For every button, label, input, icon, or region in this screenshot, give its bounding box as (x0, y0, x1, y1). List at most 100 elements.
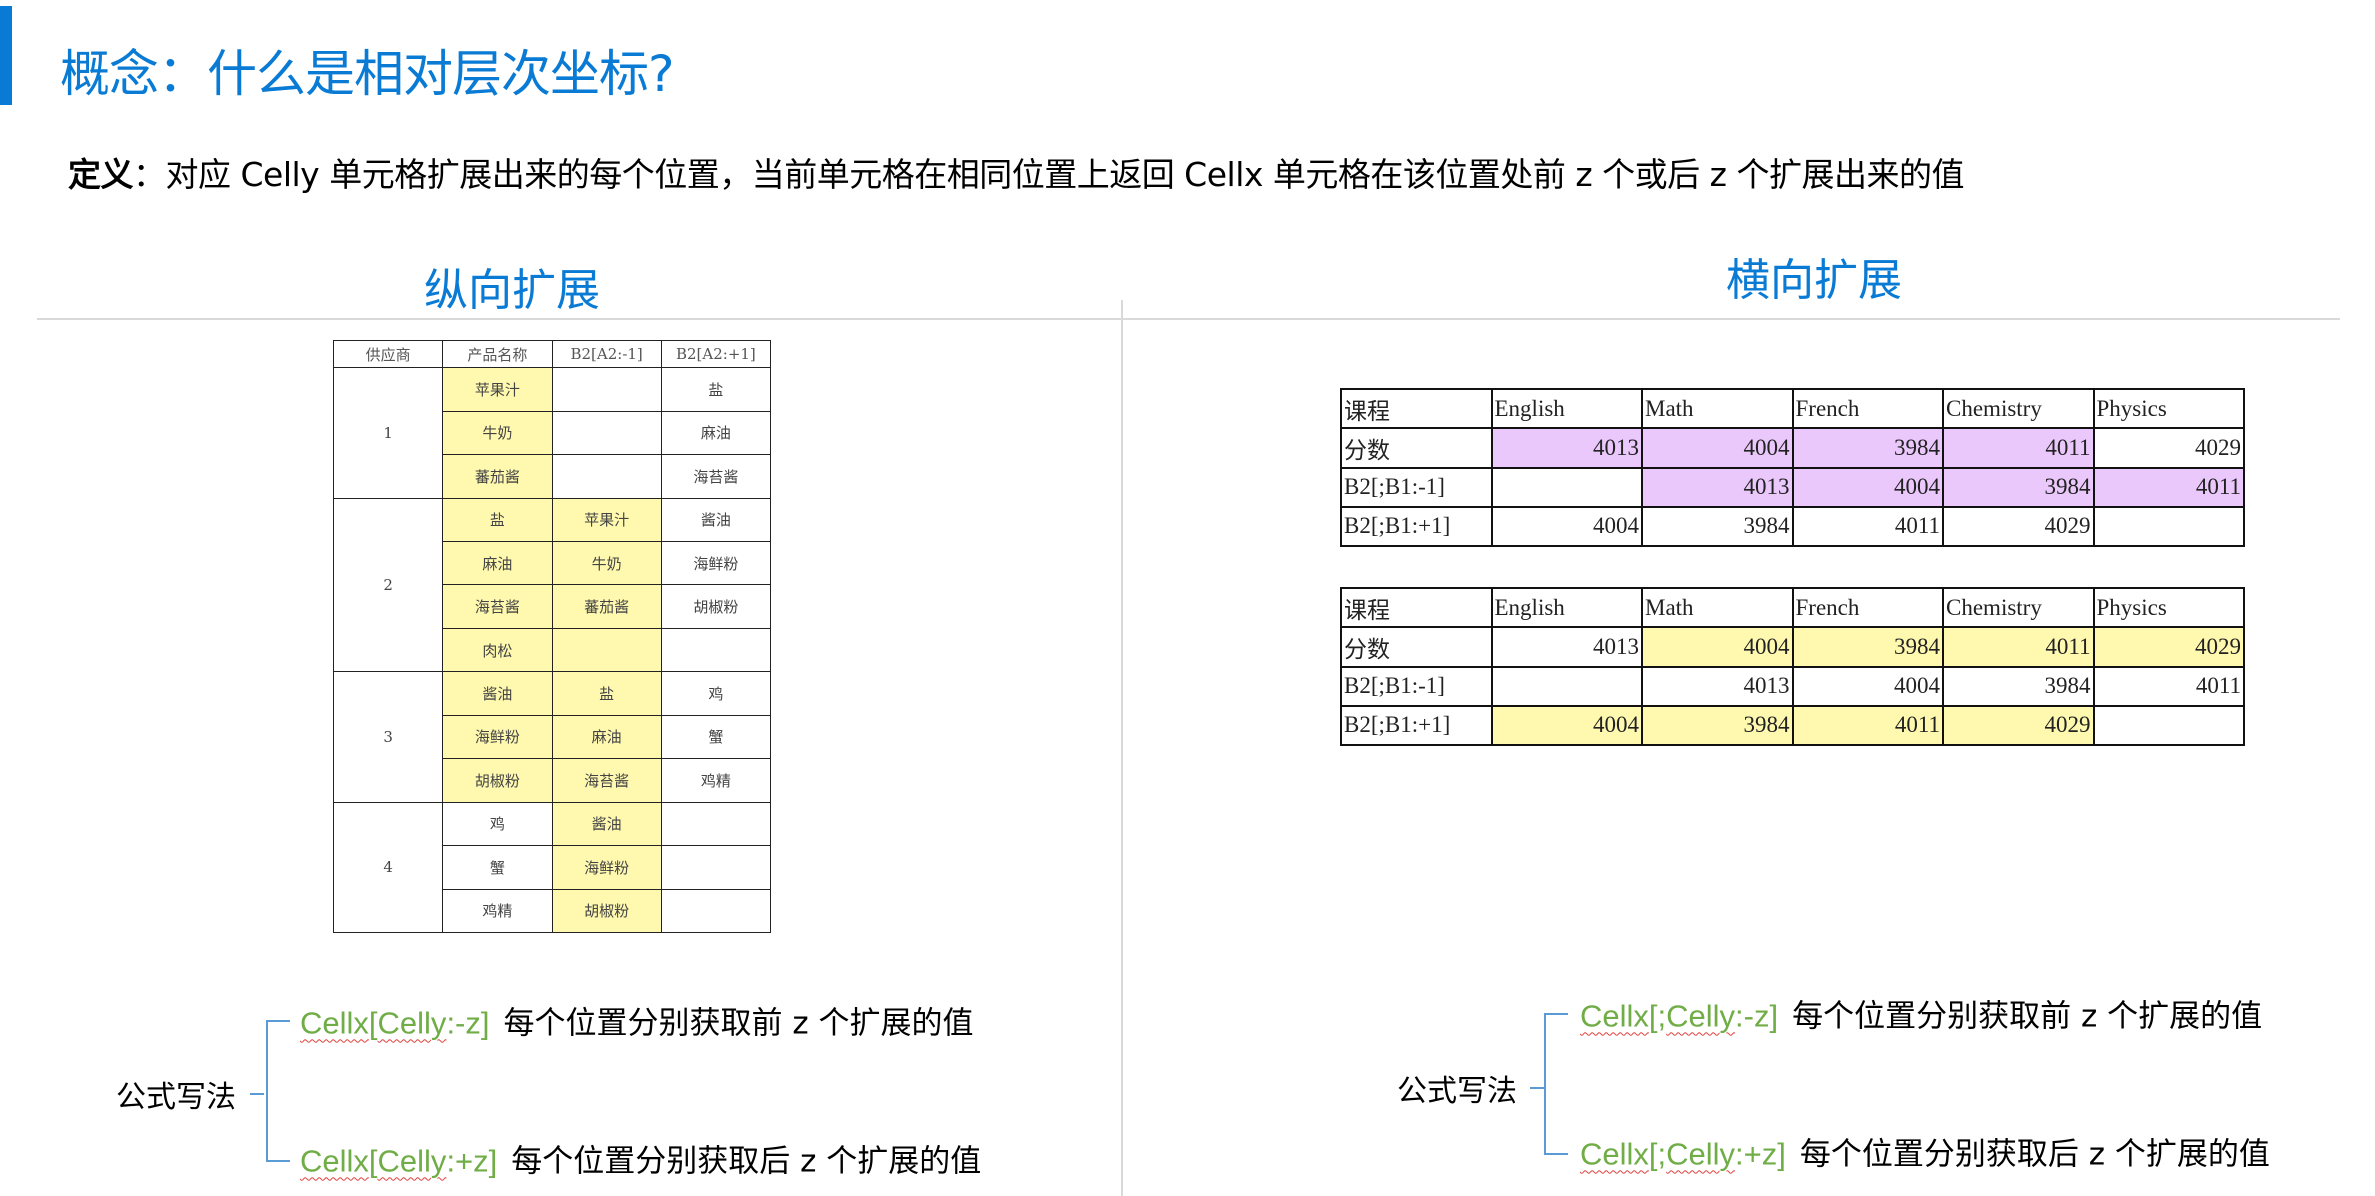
product-cell: 苹果汁 (442, 367, 553, 412)
section-divider-vertical (1121, 300, 1123, 1196)
next-value-cell: 胡椒粉 (660, 584, 772, 629)
definition: 定义：对应 Celly 单元格扩展出来的每个位置，当前单元格在相同位置上返回 C… (68, 148, 1964, 196)
next-value-cell (660, 888, 772, 934)
formula-description: 每个位置分别获取后 z 个扩展的值 (511, 1143, 982, 1180)
formula-code: [ (368, 1143, 378, 1179)
value-cell: 4004 (1490, 704, 1643, 747)
prev-value-cell (551, 627, 662, 673)
vertical-expansion-table: 供应商 产品名称 B2[A2:-1] B2[A2:+1] 1 苹果汁盐牛奶 麻油 蕃茄酱 海苔酱… (332, 339, 772, 934)
table-row: 分数 4013 4004 3984 4011 4029 (1340, 626, 2245, 668)
supplier-cell: 1 (332, 367, 444, 499)
next-value-cell: 酱油 (660, 497, 772, 543)
product-cell: 牛奶 (442, 410, 553, 456)
table-row: 麻油 牛奶 海鲜粉 (334, 541, 772, 586)
table-row: 海鲜粉 麻油蟹 (334, 714, 772, 760)
prev-value-cell: 麻油 (551, 714, 662, 760)
next-value-cell: 麻油 (660, 410, 772, 456)
row-label: 分数 (1340, 626, 1493, 668)
value-cell: 4029 (2092, 626, 2245, 668)
value-cell: 4013 (1490, 626, 1643, 668)
value-cell: 3984 (1791, 427, 1944, 469)
next-value-cell (660, 801, 772, 847)
column-header: English (1490, 387, 1643, 430)
horizontal-heading: 横向扩展 (1726, 255, 1902, 306)
bracket-stub (250, 1093, 264, 1095)
table-row: 牛奶 麻油 (334, 410, 772, 456)
column-header: Chemistry (1942, 387, 2095, 430)
table-header-row: 课程 English Math French Chemistry Physics (1340, 586, 2245, 629)
row-label: B2[;B1:-1] (1340, 665, 1493, 707)
value-cell (1490, 665, 1643, 707)
column-header: 供应商 (332, 339, 444, 369)
next-value-cell: 鸡 (660, 671, 772, 716)
column-header: Math (1641, 387, 1794, 430)
product-cell: 肉松 (442, 627, 553, 673)
value-cell: 4004 (1791, 466, 1944, 508)
formula-code: Cellx (1580, 998, 1649, 1034)
formula-code: [; (1648, 998, 1667, 1034)
product-cell: 蟹 (442, 845, 553, 890)
table-row: 胡椒粉 海苔酱 鸡精 (334, 758, 772, 803)
product-cell: 胡椒粉 (442, 758, 553, 803)
table-row: 海苔酱 蕃茄酱 胡椒粉 (334, 584, 772, 629)
next-value-cell (660, 845, 772, 890)
formula-code: :-z] (1735, 998, 1779, 1034)
formula-code: Cellx (300, 1005, 369, 1041)
formula-vertical-minus: Cellx[Celly:-z] 每个位置分别获取前 z 个扩展的值 (300, 998, 973, 1043)
formula-code: Cellx (300, 1143, 369, 1179)
formula-code: Celly (1666, 998, 1736, 1034)
table-row: B2[;B1:+1] 4004 3984 4011 4029 (1340, 505, 2245, 548)
table-row: B2[;B1:-1] 4013 4004 3984 4011 (1340, 466, 2245, 508)
bracket-stub (1530, 1087, 1544, 1089)
formula-horizontal-minus: Cellx[;Celly:-z] 每个位置分别获取前 z 个扩展的值 (1580, 991, 2262, 1036)
formula-code: [ (368, 1005, 378, 1041)
next-value-cell: 盐 (660, 367, 772, 412)
horizontal-table-before: 课程 English Math French Chemistry Physics 分数 401… (1340, 387, 2245, 548)
row-label: B2[;B1:+1] (1340, 704, 1493, 747)
column-header: Physics (2092, 586, 2245, 629)
value-cell: 4004 (1490, 505, 1643, 548)
product-cell: 盐 (442, 497, 553, 543)
table-row: 鸡精 胡椒粉 (334, 888, 772, 934)
product-cell: 麻油 (442, 541, 553, 586)
supplier-cell: 4 (332, 801, 444, 934)
value-cell: 4011 (2092, 665, 2245, 707)
row-label: 分数 (1340, 427, 1493, 469)
column-header: Physics (2092, 387, 2245, 430)
product-cell: 鸡精 (442, 888, 553, 934)
value-cell: 3984 (1942, 665, 2095, 707)
definition-text: ：对应 Celly 单元格扩展出来的每个位置，当前单元格在相同位置上返回 Cel… (133, 155, 1964, 194)
prev-value-cell: 海鲜粉 (551, 845, 662, 890)
value-cell: 3984 (1942, 466, 2095, 508)
column-header: Math (1641, 586, 1794, 629)
column-header: B2[A2:-1] (551, 339, 662, 369)
title-accent-bar (0, 6, 12, 105)
value-cell: 4013 (1641, 466, 1794, 508)
table-row: 2 盐苹果汁 酱油 (332, 497, 772, 673)
formula-description: 每个位置分别获取前 z 个扩展的值 (503, 1005, 974, 1042)
supplier-cell: 2 (332, 497, 444, 673)
next-value-cell: 海鲜粉 (660, 541, 772, 586)
table-row: 蟹海鲜粉 (334, 845, 772, 890)
table-header-row: 课程 English Math French Chemistry Physics (1340, 387, 2245, 430)
value-cell: 4011 (1942, 626, 2095, 668)
row-label: B2[;B1:+1] (1340, 505, 1493, 548)
column-header: Chemistry (1942, 586, 2095, 629)
formula-vertical-plus: Cellx[Celly:+z] 每个位置分别获取后 z 个扩展的值 (300, 1136, 981, 1181)
table-row: 1 苹果汁 盐 (332, 367, 772, 499)
value-cell: 4011 (2092, 466, 2245, 508)
table-header-row: 供应商 产品名称 B2[A2:-1] B2[A2:+1] (332, 339, 772, 369)
value-cell: 4011 (1942, 427, 2095, 469)
formula-label-vertical: 公式写法 (116, 1080, 236, 1115)
column-header: 产品名称 (442, 339, 553, 369)
formula-horizontal-plus: Cellx[;Celly:+z] 每个位置分别获取后 z 个扩展的值 (1580, 1129, 2270, 1174)
table-row: 肉松 (334, 627, 772, 673)
next-value-cell: 蟹 (660, 714, 772, 760)
page-title: 概念：什么是相对层次坐标? (60, 45, 675, 103)
value-cell: 4004 (1641, 626, 1794, 668)
bracket (1544, 1013, 1568, 1155)
product-cell: 酱油 (442, 671, 553, 716)
next-value-cell: 海苔酱 (660, 454, 772, 499)
column-header: French (1791, 387, 1944, 430)
value-cell: 3984 (1641, 505, 1794, 548)
